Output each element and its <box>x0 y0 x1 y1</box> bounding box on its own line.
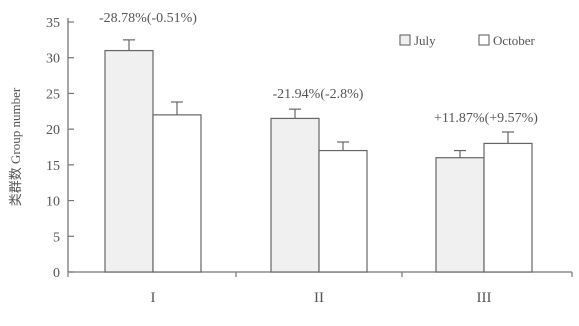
bar-july-III <box>435 157 485 273</box>
legend: July October <box>399 33 536 48</box>
legend-swatch-july <box>399 34 411 46</box>
y-axis-title: 类群数 Group number <box>8 87 23 206</box>
y-tick-label: 25 <box>46 87 60 102</box>
legend-label-july: July <box>414 33 436 48</box>
bar-october-III <box>483 142 533 273</box>
x-tick-label: II <box>314 290 324 306</box>
bar-october-II <box>318 149 368 273</box>
legend-label-october: October <box>493 33 536 48</box>
x-tick-label: III <box>477 290 492 306</box>
y-tick-label: 5 <box>53 230 60 245</box>
annotation-2: -21.94%(-2.8%) <box>273 87 364 102</box>
labels: -28.78%(-0.51%) -21.94%(-2.8%) +11.87%(+9.… <box>99 11 538 126</box>
bar-july-II <box>270 117 320 273</box>
annotation-1: -28.78%(-0.51%) <box>99 11 197 26</box>
y-tick-label: 30 <box>46 52 60 67</box>
y-tick-label: 10 <box>46 195 60 210</box>
annotation-3: +11.87%(+9.57%) <box>434 111 538 126</box>
x-tick-label: I <box>151 290 156 306</box>
bars <box>104 39 533 273</box>
y-tick-label: 20 <box>46 123 60 138</box>
y-tick-label: 0 <box>53 266 60 281</box>
y-tick-label: 35 <box>46 16 60 31</box>
legend-swatch-october <box>478 34 490 46</box>
bar-october-I <box>152 114 202 273</box>
y-tick-label: 15 <box>46 159 60 174</box>
bar-july-I <box>104 49 154 273</box>
